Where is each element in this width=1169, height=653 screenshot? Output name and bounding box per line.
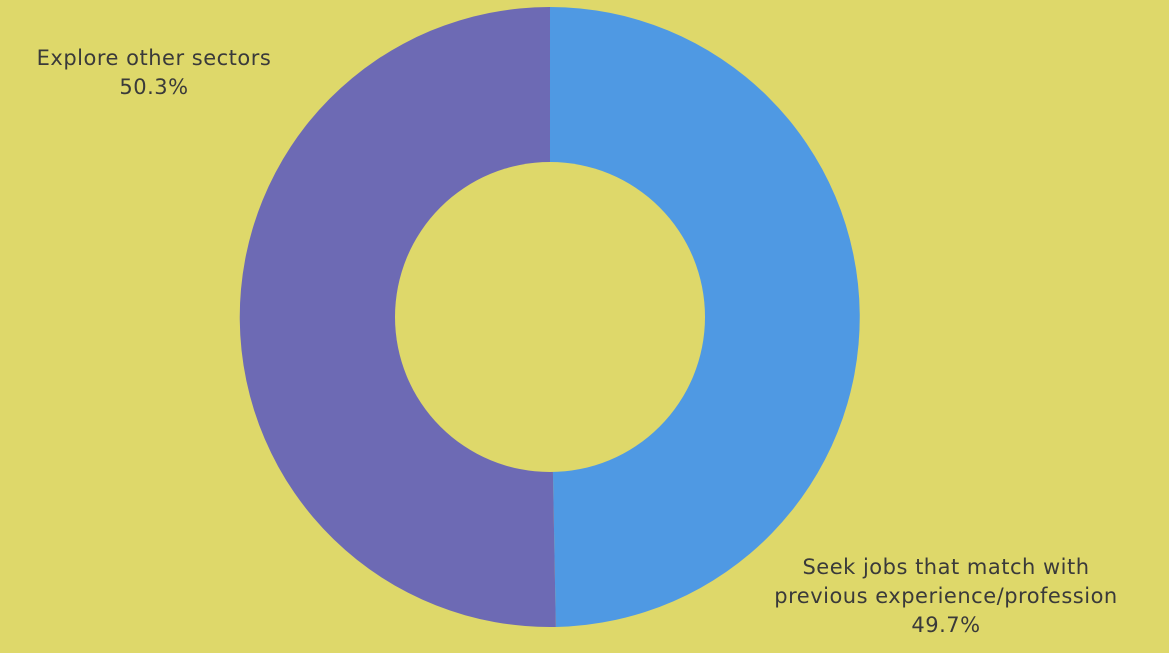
donut-hole bbox=[395, 162, 705, 472]
slice-label-seek-matching-jobs: Seek jobs that match with previous exper… bbox=[723, 553, 1169, 640]
slice-value-label: 49.7% bbox=[911, 613, 981, 637]
slice-label-explore-other-sectors: Explore other sectors 50.3% bbox=[6, 44, 302, 102]
slice-value-label: 50.3% bbox=[119, 75, 189, 99]
slice-label-text-line-2: previous experience/profession bbox=[774, 584, 1118, 608]
slice-label-text: Explore other sectors bbox=[36, 46, 272, 70]
slice-label-text-line-1: Seek jobs that match with bbox=[802, 555, 1090, 579]
